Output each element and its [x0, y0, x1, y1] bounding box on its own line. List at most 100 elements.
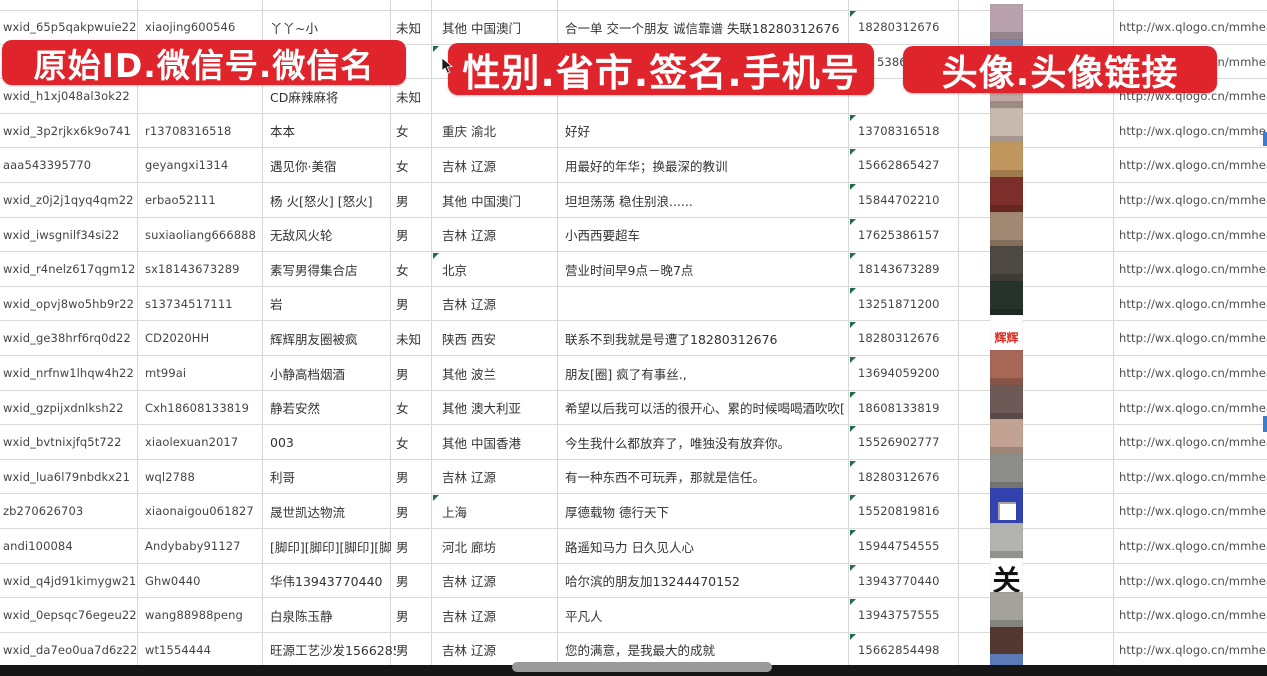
cell-gender[interactable]: 男 [396, 193, 409, 209]
cell-url[interactable]: http://wx.qlogo.cn/mmhead [1119, 331, 1267, 345]
cell-wxid[interactable]: wxid_bvtnixjfq5t722 [3, 435, 122, 449]
cell-nickname[interactable]: CD麻辣麻将 [270, 89, 339, 105]
cell-phone[interactable]: 15520819816 [858, 504, 940, 518]
cell-url[interactable]: http://wx.qlogo.cn/mmhead [1119, 608, 1267, 622]
cell-phone[interactable]: 13251871200 [858, 296, 940, 311]
cell-gender[interactable]: 男 [396, 470, 409, 485]
cell-account[interactable]: Andybaby91127 [145, 539, 241, 553]
cell-wxid[interactable]: zb270626703 [3, 504, 84, 518]
cell-region[interactable]: 吉林 辽源 [442, 297, 496, 312]
cell-url[interactable]: http://wx.qlogo.cn/mmhead [1119, 539, 1267, 553]
cell-signature[interactable]: 路遥知马力 日久见人心 [565, 539, 694, 555]
cell-gender[interactable]: 男 [396, 228, 409, 243]
cell-nickname[interactable]: 旺源工艺沙发15662854 [270, 643, 396, 658]
cell-phone[interactable]: 18280312676 [858, 20, 940, 34]
cell-signature[interactable]: 用最好的年华；换最深的教训 [565, 158, 728, 174]
cell-signature[interactable]: 合一单 交一个朋友 诚信靠谱 失联18280312676 [565, 20, 840, 36]
cell-phone[interactable]: 15662865427 [858, 158, 940, 172]
cell-gender[interactable]: 男 [396, 643, 409, 658]
cell-signature[interactable]: 您的满意，是我最大的成就 [565, 643, 716, 658]
cell-nickname[interactable]: 素写男得集合店 [270, 262, 358, 278]
cell-region[interactable]: 其他 澳大利亚 [442, 401, 521, 416]
cell-wxid[interactable]: wxid_lua6l79nbdkx21 [3, 469, 131, 484]
cell-account[interactable]: suxiaoliang666888 [145, 227, 256, 242]
cell-signature[interactable]: 营业时间早9点－晚7点 [565, 262, 694, 278]
cell-gender[interactable]: 女 [396, 401, 409, 416]
cell-wxid[interactable]: andi100084 [3, 539, 73, 553]
cell-phone[interactable]: 13943770440 [858, 573, 940, 588]
cell-signature[interactable]: 朋友[圈] 疯了有事丝., [565, 366, 687, 382]
cell-url[interactable]: http://wx.qlogo.cn/mmhead [1119, 366, 1267, 380]
cell-nickname[interactable]: 晟世凯达物流 [270, 504, 346, 520]
cell-account[interactable]: s13734517111 [145, 296, 233, 311]
cell-signature[interactable]: 厚德载物 德行天下 [565, 504, 669, 520]
cell-account[interactable]: sx18143673289 [145, 262, 240, 276]
cell-phone[interactable]: 18280312676 [858, 469, 940, 484]
cell-nickname[interactable]: 本本 [270, 124, 296, 139]
cell-phone[interactable]: 15844702210 [858, 193, 940, 207]
cell-gender[interactable]: 男 [396, 366, 409, 382]
cell-wxid[interactable]: wxid_ge38hrf6rq0d22 [3, 331, 131, 345]
cell-url[interactable]: http://wx.qlogo.cn/mmhead [1119, 20, 1267, 34]
cell-nickname[interactable]: 白泉陈玉静 [270, 608, 333, 624]
cell-phone[interactable]: 13694059200 [858, 366, 940, 380]
cell-url[interactable]: http://wx.qlogo.cn/mmhead [1119, 642, 1267, 657]
cell-account[interactable]: Ghw0440 [145, 573, 201, 588]
cell-account[interactable]: wql2788 [145, 469, 195, 484]
cell-signature[interactable]: 联系不到我就是号遭了18280312676 [565, 331, 778, 347]
cell-nickname[interactable]: 静若安然 [270, 401, 321, 416]
cell-url[interactable]: http://wx.qlogo.cn/mmhead [1119, 435, 1267, 449]
cell-wxid[interactable]: wxid_z0j2j1qyq4qm22 [3, 193, 134, 207]
cell-signature[interactable]: 今生我什么都放弃了，唯独没有放弃你。 [565, 435, 791, 451]
cell-region[interactable]: 吉林 辽源 [442, 643, 496, 658]
cell-region[interactable]: 吉林 辽源 [442, 470, 496, 485]
cell-url[interactable]: http://wx.qlogo.cn/mmhead [1119, 262, 1267, 276]
cell-wxid[interactable]: wxid_iwsgnilf34si22 [3, 227, 120, 242]
cell-account[interactable]: xiaojing600546 [145, 20, 236, 34]
cell-wxid[interactable]: wxid_opvj8wo5hb9r22 [3, 296, 135, 311]
cell-nickname[interactable]: 丫丫~小 [270, 20, 318, 36]
cell-wxid[interactable]: wxid_h1xj048al3ok22 [3, 89, 130, 103]
cell-region[interactable]: 吉林 辽源 [442, 158, 496, 174]
cell-region[interactable]: 重庆 渝北 [442, 124, 496, 139]
scrollbar-fragment[interactable] [1263, 132, 1267, 146]
cell-wxid[interactable]: wxid_0epsqc76egeu22 [3, 608, 137, 622]
cell-wxid[interactable]: wxid_da7eo0ua7d6z22 [3, 642, 138, 657]
cell-gender[interactable]: 女 [396, 158, 409, 174]
cell-signature[interactable]: 有一种东西不可玩弄，那就是信任。 [565, 470, 766, 485]
cell-signature[interactable]: 坦坦荡荡 稳住别浪...... [565, 193, 693, 209]
cell-phone[interactable]: 17625386157 [858, 227, 940, 242]
cell-region[interactable]: 上海 [442, 504, 468, 520]
cell-nickname[interactable]: 华伟13943770440 [270, 574, 383, 589]
cell-region[interactable]: 吉林 辽源 [442, 574, 496, 589]
cell-url[interactable]: http://wx.qlogo.cn/mmhead [1119, 227, 1267, 242]
cell-phone[interactable]: 15526902777 [858, 435, 940, 449]
cell-nickname[interactable]: 杨 火[怒火] [怒火] [270, 193, 373, 209]
cell-phone[interactable]: 18608133819 [858, 400, 940, 415]
cell-signature[interactable]: 希望以后我可以活的很开心、累的时候喝喝酒吹吹[ [565, 401, 845, 416]
cell-region[interactable]: 吉林 辽源 [442, 608, 496, 624]
cell-phone[interactable]: 13708316518 [858, 123, 940, 138]
cell-nickname[interactable]: 辉辉朋友圈被疯 [270, 331, 358, 347]
cell-url[interactable]: http://wx.qlogo.cn/mmhead [1119, 573, 1267, 588]
horizontal-scrollbar-thumb[interactable] [512, 662, 772, 672]
cell-account[interactable]: CD2020HH [145, 331, 210, 345]
cell-gender[interactable]: 男 [396, 574, 409, 589]
cell-nickname[interactable]: 无敌风火轮 [270, 228, 333, 243]
cell-account[interactable]: wt1554444 [145, 642, 212, 657]
cell-wxid[interactable]: wxid_nrfnw1lhqw4h22 [3, 366, 134, 380]
cell-account[interactable]: geyangxi1314 [145, 158, 229, 172]
cell-nickname[interactable]: 003 [270, 434, 294, 450]
cell-gender[interactable]: 女 [396, 124, 409, 139]
cell-phone[interactable]: 15662854498 [858, 642, 940, 657]
cell-gender[interactable]: 女 [396, 435, 409, 451]
cell-signature[interactable] [558, 287, 854, 320]
cell-nickname[interactable]: 小静高档烟酒 [270, 366, 346, 382]
cell-region[interactable]: 其他 波兰 [442, 366, 496, 382]
cell-gender[interactable]: 男 [396, 608, 409, 624]
cell-account[interactable]: r13708316518 [145, 123, 232, 138]
scrollbar-fragment[interactable] [1263, 416, 1267, 432]
cell-signature[interactable]: 平凡人 [565, 608, 603, 624]
cell-url[interactable]: http://wx.qlogo.cn/mmhead [1119, 504, 1267, 518]
cell-url[interactable]: http://wx.qlogo.cn/mmhead [1119, 296, 1267, 311]
